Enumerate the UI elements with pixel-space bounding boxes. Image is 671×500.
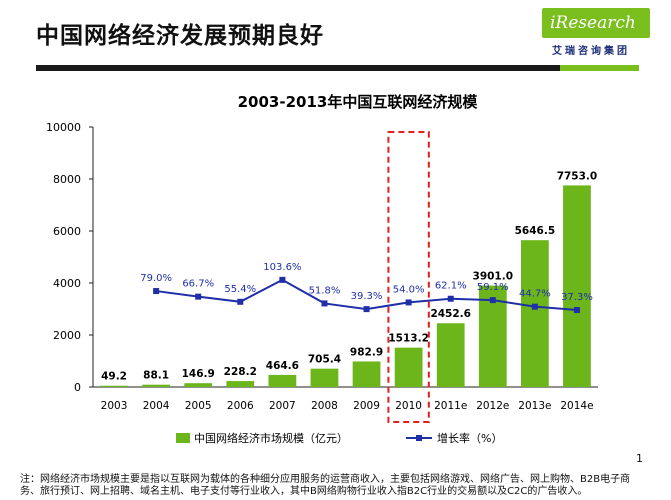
x-tick-label: 2011e — [434, 400, 467, 412]
highlight-box — [387, 131, 430, 423]
growth-point — [405, 299, 412, 306]
bar — [226, 381, 255, 387]
y-tick-label: 10000 — [46, 121, 81, 134]
bar-value-label: 49.2 — [101, 371, 127, 383]
growth-value-label: 44.7% — [519, 289, 551, 300]
growth-value-label: 66.7% — [182, 279, 214, 290]
growth-value-label: 55.4% — [224, 284, 256, 295]
bar-value-label: 464.6 — [266, 360, 299, 372]
bar — [436, 323, 465, 387]
x-tick-label: 2004 — [143, 400, 170, 412]
growth-value-label: 37.3% — [561, 292, 593, 303]
growth-value-label: 79.0% — [140, 273, 172, 284]
bar — [268, 374, 297, 387]
x-tick-label: 2013e — [518, 400, 551, 412]
growth-point — [279, 276, 286, 283]
bar — [352, 361, 381, 387]
bar-value-label: 146.9 — [182, 368, 215, 380]
y-tick-label: 0 — [74, 381, 81, 394]
legend-bar-label: 中国网络经济市场规模（亿元） — [194, 431, 348, 445]
bar-value-label: 228.2 — [224, 366, 257, 378]
growth-value-label: 54.0% — [393, 284, 425, 295]
growth-point — [363, 306, 370, 313]
growth-point — [447, 295, 454, 302]
x-tick-label: 2012e — [476, 400, 509, 412]
legend-line-label: 增长率（%） — [437, 431, 502, 445]
bar — [184, 383, 213, 387]
bar-value-label: 705.4 — [308, 354, 341, 366]
growth-value-label: 51.8% — [309, 285, 341, 296]
growth-value-label: 39.3% — [351, 291, 383, 302]
bar-value-label: 7753.0 — [557, 170, 598, 182]
logo-brand: iResearch — [542, 8, 650, 38]
x-tick-label: 2007 — [269, 400, 296, 412]
chart: 2003-2013年中国互联网经济规模 0 2000 4000 6000 8000 1000… — [46, 93, 598, 445]
growth-point — [237, 298, 244, 305]
x-tick-label: 2008 — [311, 400, 338, 412]
y-tick-label: 6000 — [53, 225, 81, 238]
legend-bar-swatch — [176, 433, 190, 443]
chart-title: 2003-2013年中国互联网经济规模 — [238, 93, 479, 111]
bar — [142, 384, 171, 387]
y-tick-label: 2000 — [53, 329, 81, 342]
bar — [310, 368, 339, 387]
growth-point — [153, 288, 160, 295]
bar — [520, 240, 549, 387]
y-tick-label: 4000 — [53, 277, 81, 290]
x-tick-label: 2014e — [560, 400, 593, 412]
bar-value-label: 1513.2 — [388, 333, 429, 345]
bar-value-label: 88.1 — [143, 370, 169, 382]
bar — [394, 347, 423, 387]
growth-point — [573, 307, 580, 314]
bar — [100, 385, 128, 387]
growth-point — [489, 297, 496, 304]
iresearch-logo: iResearch 艾瑞咨询集团 — [542, 8, 664, 60]
logo-subtitle: 艾瑞咨询集团 — [552, 46, 630, 57]
y-tick-label: 8000 — [53, 173, 81, 186]
bar — [563, 185, 591, 387]
title-divider-accent — [560, 65, 639, 71]
bar-value-label: 3901.0 — [473, 271, 514, 283]
x-tick-label: 2006 — [227, 400, 254, 412]
growth-value-label: 62.1% — [435, 281, 467, 292]
bar-value-label: 5646.5 — [515, 225, 556, 237]
x-tick-label: 2009 — [353, 400, 380, 412]
page-number: 1 — [636, 452, 643, 465]
growth-point — [195, 293, 202, 300]
footnote: 注：网络经济市场规模主要是指以互联网为载体的各种细分应用服务的运营商收入，主要包… — [20, 474, 631, 497]
legend-line-marker — [416, 435, 422, 441]
growth-value-label: 103.6% — [263, 262, 301, 273]
x-tick-label: 2003 — [101, 400, 128, 412]
bar-value-label: 982.9 — [350, 346, 383, 358]
bar-value-label: 2452.6 — [430, 308, 471, 320]
title-divider — [36, 65, 639, 71]
x-tick-label: 2005 — [185, 400, 212, 412]
growth-point — [321, 300, 328, 307]
growth-point — [531, 303, 538, 310]
growth-value-label: 59.1% — [477, 282, 509, 293]
slide-title: 中国网络经济发展预期良好 — [36, 23, 324, 49]
x-tick-label: 2010 — [395, 400, 422, 412]
